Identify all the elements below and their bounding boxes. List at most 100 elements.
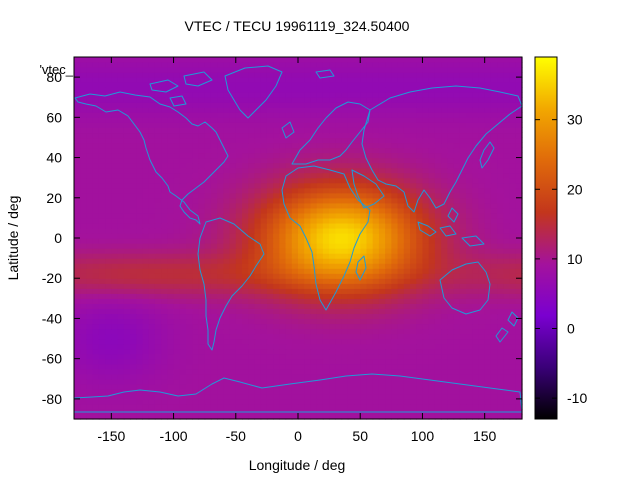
heatmap-cell xyxy=(161,243,168,249)
heatmap-cell xyxy=(484,398,492,405)
heatmap-cell xyxy=(173,378,181,385)
heatmap-cell xyxy=(123,333,131,340)
heatmap-cell xyxy=(266,82,274,88)
heatmap-cell xyxy=(204,263,212,269)
heatmap-cell xyxy=(341,82,349,88)
heatmap-cell xyxy=(416,162,424,169)
heatmap-cell xyxy=(173,212,181,219)
heatmap-cell xyxy=(310,192,318,199)
heatmap-cell xyxy=(111,328,119,335)
heatmap-cell xyxy=(391,117,399,123)
heatmap-cell xyxy=(447,112,455,118)
heatmap-cell xyxy=(273,182,280,189)
heatmap-cell xyxy=(285,253,293,259)
heatmap-cell xyxy=(273,388,280,395)
heatmap-cell xyxy=(341,207,349,214)
heatmap-cell xyxy=(74,348,81,355)
heatmap-cell xyxy=(154,268,162,274)
heatmap-cell xyxy=(279,403,287,410)
heatmap-cell xyxy=(136,273,144,279)
heatmap-cell xyxy=(385,72,392,78)
heatmap-cell xyxy=(298,152,305,159)
heatmap-cell xyxy=(204,303,212,309)
heatmap-cell xyxy=(366,318,374,325)
heatmap-cell xyxy=(509,137,517,144)
heatmap-cell xyxy=(484,258,492,264)
heatmap-cell xyxy=(428,328,436,335)
heatmap-cell xyxy=(484,127,492,134)
heatmap-cell xyxy=(186,343,193,350)
heatmap-cell xyxy=(198,243,206,249)
heatmap-cell xyxy=(154,238,162,244)
heatmap-cell xyxy=(434,212,442,219)
heatmap-cell xyxy=(242,333,249,340)
heatmap-cell xyxy=(74,338,81,345)
heatmap-cell xyxy=(179,358,187,365)
heatmap-cell xyxy=(273,413,280,420)
heatmap-cell xyxy=(360,348,368,355)
heatmap-cell xyxy=(161,313,168,320)
heatmap-cell xyxy=(273,202,280,209)
heatmap-cell xyxy=(279,398,287,405)
heatmap-cell xyxy=(503,348,511,355)
heatmap-cell xyxy=(397,358,405,365)
heatmap-cell xyxy=(503,273,511,279)
heatmap-cell xyxy=(217,308,224,315)
heatmap-cell xyxy=(186,102,193,108)
heatmap-cell xyxy=(310,227,318,234)
heatmap-cell xyxy=(378,132,386,139)
heatmap-cell xyxy=(490,157,498,164)
heatmap-cell xyxy=(154,263,162,269)
heatmap-cell xyxy=(509,243,517,249)
heatmap-cell xyxy=(347,212,355,219)
heatmap-cell xyxy=(154,222,162,229)
heatmap-cell xyxy=(428,373,436,380)
heatmap-cell xyxy=(347,172,355,179)
heatmap-cell xyxy=(242,273,249,279)
heatmap-cell xyxy=(285,248,293,254)
heatmap-cell xyxy=(229,263,237,269)
heatmap-cell xyxy=(229,137,237,144)
heatmap-cell xyxy=(105,328,112,335)
heatmap-cell xyxy=(192,152,200,159)
heatmap-cell xyxy=(490,388,498,395)
heatmap-cell xyxy=(478,288,486,294)
heatmap-cell xyxy=(117,363,125,370)
heatmap-cell xyxy=(210,278,218,284)
heatmap-cell xyxy=(74,353,81,360)
heatmap-cell xyxy=(447,127,455,134)
heatmap-cell xyxy=(291,112,299,118)
heatmap-cell xyxy=(142,253,150,259)
heatmap-cell xyxy=(335,157,343,164)
heatmap-cell xyxy=(210,227,218,234)
heatmap-cell xyxy=(105,72,112,78)
heatmap-cell xyxy=(484,187,492,194)
heatmap-cell xyxy=(123,172,131,179)
heatmap-cell xyxy=(285,162,293,169)
heatmap-cell xyxy=(428,313,436,320)
heatmap-cell xyxy=(378,293,386,299)
heatmap-cell xyxy=(447,222,455,229)
heatmap-cell xyxy=(316,142,324,149)
heatmap-cell xyxy=(322,212,330,219)
heatmap-cell xyxy=(248,293,256,299)
heatmap-cell xyxy=(453,403,461,410)
heatmap-cell xyxy=(428,363,436,370)
heatmap-cell xyxy=(391,288,399,294)
heatmap-cell xyxy=(410,353,417,360)
heatmap-cell xyxy=(229,152,237,159)
heatmap-cell xyxy=(428,162,436,169)
heatmap-cell xyxy=(173,303,181,309)
heatmap-cell xyxy=(341,248,349,254)
heatmap-cell xyxy=(509,238,517,244)
heatmap-cell xyxy=(416,378,424,385)
heatmap-cell xyxy=(198,338,206,345)
heatmap-cell xyxy=(503,398,511,405)
heatmap-cell xyxy=(403,187,411,194)
heatmap-cell xyxy=(341,298,349,304)
heatmap-cell xyxy=(92,368,100,375)
heatmap-cell xyxy=(391,152,399,159)
heatmap-cell xyxy=(179,343,187,350)
heatmap-cell xyxy=(354,253,361,259)
heatmap-cell xyxy=(229,378,237,385)
